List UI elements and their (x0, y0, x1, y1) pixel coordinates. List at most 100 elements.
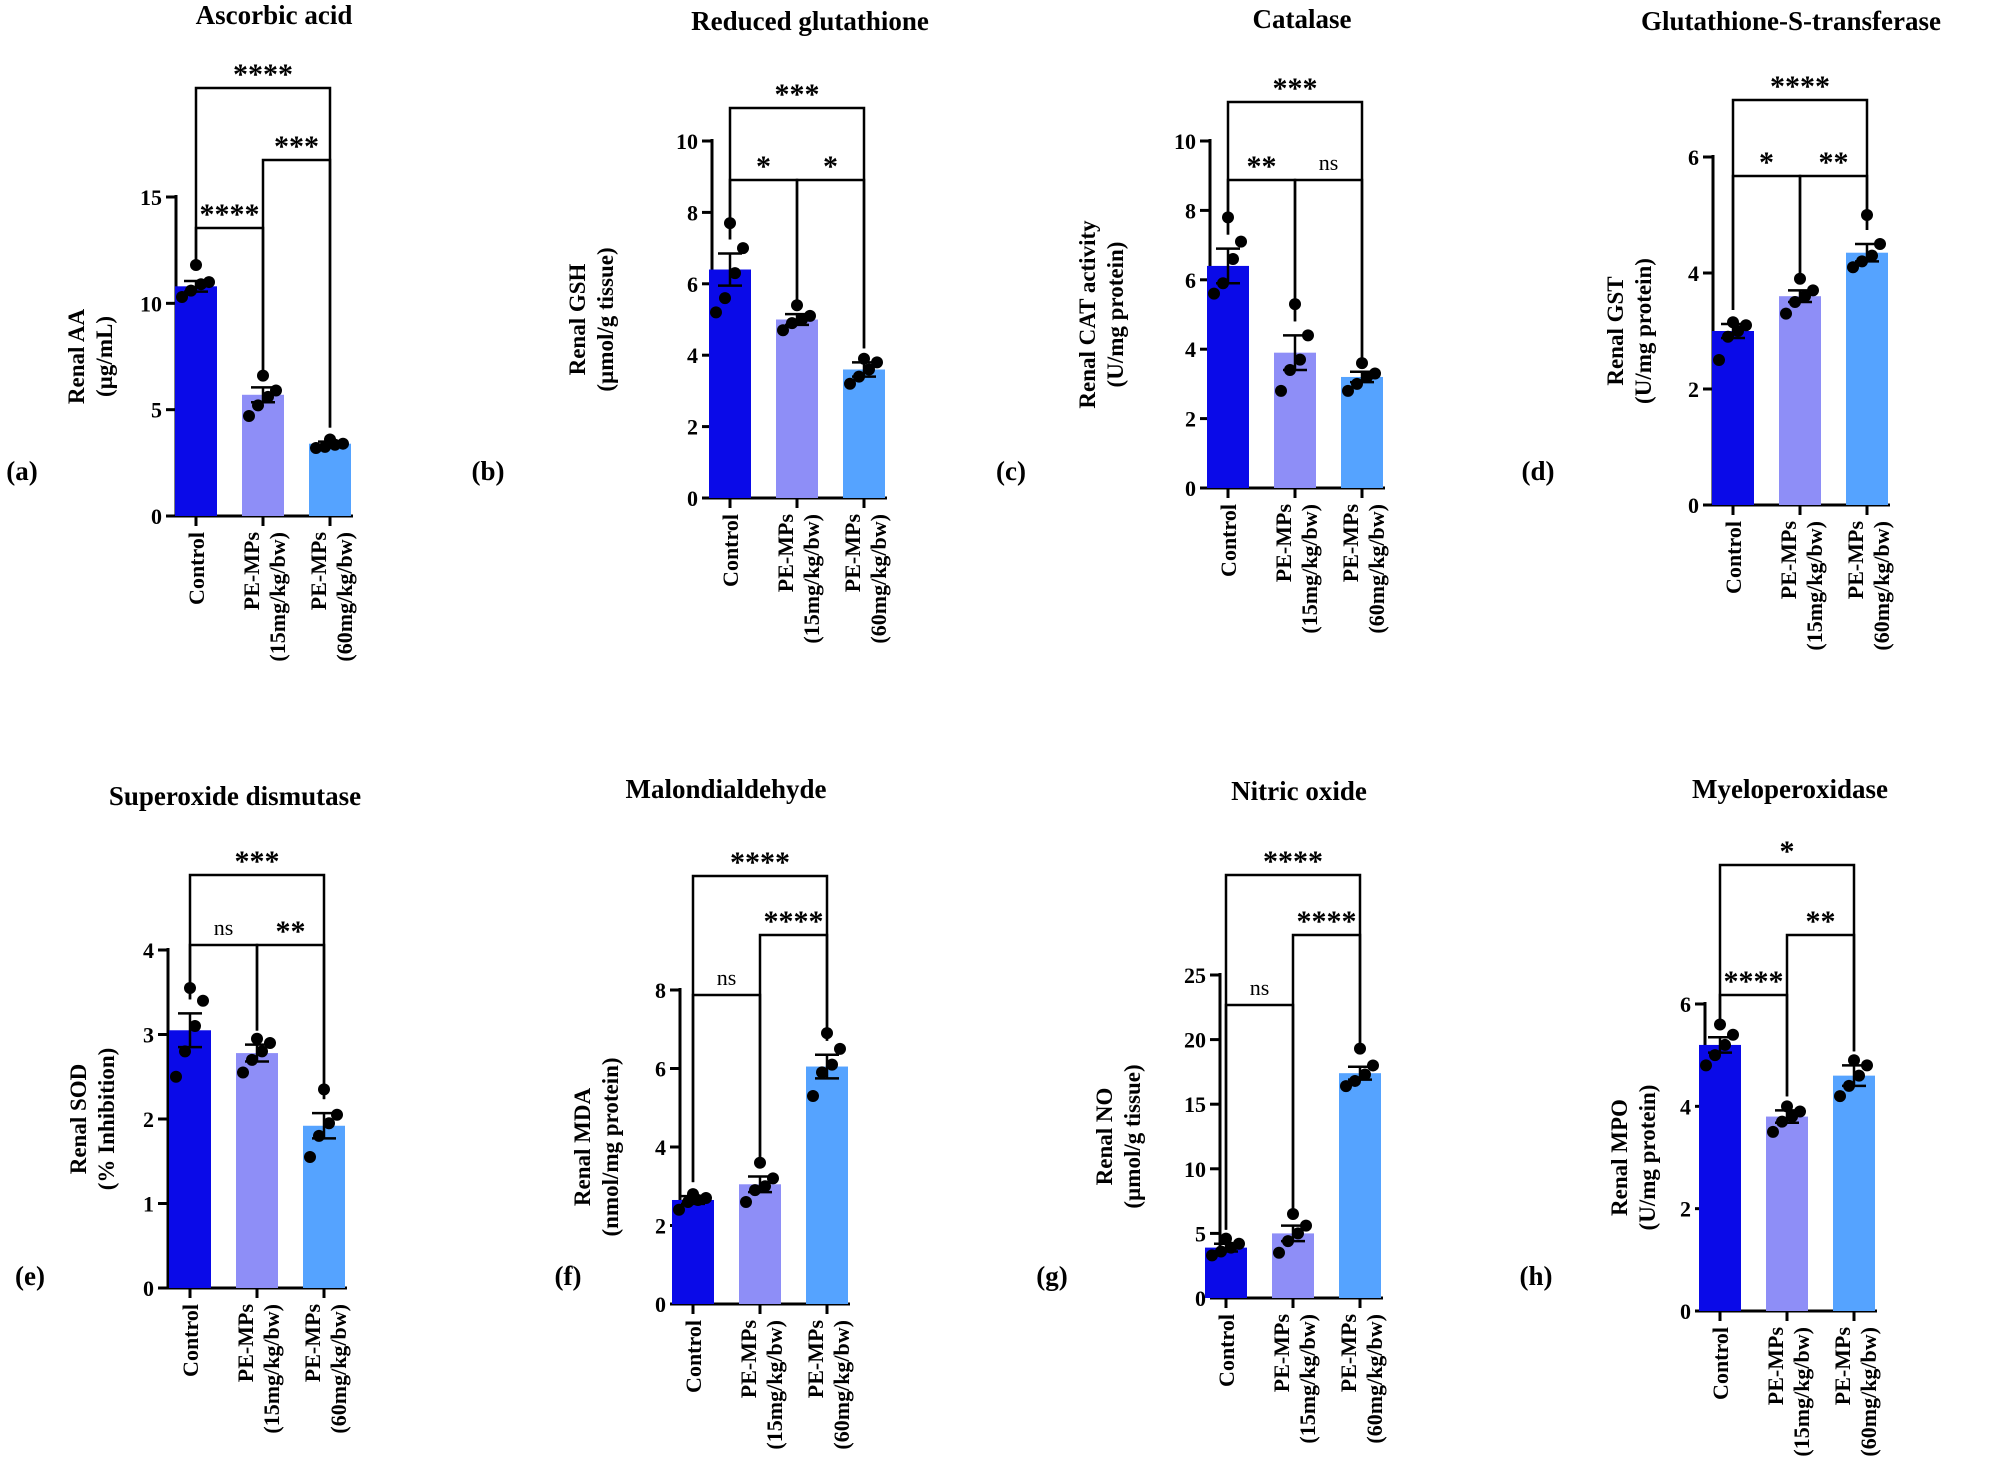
y-tick-label: 10 (140, 291, 162, 316)
y-axis-label-name: Renal SOD (66, 1064, 91, 1175)
x-tick-label-line: PE-MPs (1269, 1314, 1294, 1393)
bar (843, 369, 885, 498)
significance-bracket (1718, 993, 1789, 1097)
panel-label: (e) (15, 1261, 45, 1291)
data-point (1874, 238, 1886, 250)
bar (1339, 1073, 1381, 1298)
data-point (1287, 1208, 1299, 1221)
data-point (1220, 1232, 1232, 1245)
significance-bracket (691, 993, 762, 1183)
y-axis-label-name: Renal AA (64, 309, 89, 405)
panel-label: (h) (1520, 1261, 1553, 1291)
x-tick-label: PE-MPs(60mg/kg/bw) (840, 514, 891, 644)
data-point (203, 276, 215, 289)
data-point (1794, 1105, 1806, 1118)
significance-label: ns (1250, 975, 1270, 1000)
x-tick-label-line: PE-MPs (306, 532, 331, 611)
x-tick-label-line: Control (1214, 1314, 1239, 1387)
data-point (1713, 354, 1725, 366)
data-point (1700, 1059, 1712, 1072)
x-tick-label-line: PE-MPs (1776, 521, 1801, 600)
y-tick-label: 2 (687, 415, 698, 440)
y-axis-label-unit: (U/mg protein) (1635, 1085, 1660, 1231)
data-point (719, 292, 731, 305)
chart-title: Myeloperoxidase (1692, 774, 1888, 804)
y-axis-label: Renal GST (U/mg protein) (1603, 258, 1656, 404)
data-point (262, 390, 274, 403)
y-axis-label-unit: (µg/mL) (92, 316, 117, 397)
data-point (826, 1058, 838, 1071)
data-point (170, 1070, 182, 1083)
data-point (834, 1042, 846, 1055)
data-point (759, 1180, 771, 1193)
data-point (337, 437, 349, 450)
y-tick-label: 4 (687, 343, 698, 368)
significance-bracket (795, 178, 866, 349)
data-point (310, 441, 322, 454)
data-point (304, 1151, 316, 1164)
data-point (1235, 235, 1247, 248)
y-tick-label: 10 (1174, 129, 1196, 154)
significance-bracket (188, 943, 259, 1031)
data-point (1208, 287, 1220, 300)
y-tick-label: 2 (1185, 407, 1196, 432)
x-tick-label: PE-MPs(15mg/kg/bw) (239, 532, 290, 662)
significance-label: **** (1263, 845, 1323, 878)
x-tick-label: Control (1721, 521, 1746, 594)
significance-label: * (756, 150, 771, 183)
data-point (1847, 261, 1859, 274)
data-point (246, 1053, 258, 1066)
data-point (710, 306, 722, 319)
x-tick-label-line: (15mg/kg/bw) (1295, 1314, 1320, 1444)
data-point (1342, 384, 1354, 397)
y-tick-label: 6 (655, 1057, 666, 1082)
data-point (1767, 1125, 1779, 1138)
panel-h: Myeloperoxidase (h) Renal MPO (U/mg protein… (1520, 774, 1888, 1457)
data-point (1866, 249, 1878, 262)
x-tick-label-line: PE-MPs (233, 1304, 258, 1383)
y-tick-label: 25 (1184, 963, 1206, 988)
data-point (1807, 284, 1819, 297)
data-point (740, 1195, 752, 1208)
x-tick-label-line: Control (718, 514, 743, 587)
significance-label: ** (1819, 146, 1849, 179)
bar (303, 1125, 345, 1288)
bar (1699, 1044, 1741, 1311)
y-tick-label: 8 (1185, 198, 1196, 223)
x-tick-label-line: PE-MPs (300, 1304, 325, 1383)
data-point (252, 399, 264, 412)
x-tick-label: PE-MPs(15mg/kg/bw) (773, 514, 824, 644)
y-axis-label-unit: (µmol/g tissue) (593, 247, 618, 391)
data-point (853, 370, 865, 383)
data-point (1356, 357, 1368, 370)
data-point (1722, 330, 1734, 343)
panel-label: (g) (1036, 1261, 1067, 1291)
y-tick-label: 2 (143, 1107, 154, 1132)
data-point (863, 363, 875, 376)
y-axis-label: Renal MDA (nmol/mg protein) (570, 1057, 623, 1236)
bar (1846, 252, 1888, 505)
x-tick-label-line: Control (681, 1320, 706, 1393)
data-point (816, 1066, 828, 1079)
y-tick-label: 20 (1184, 1028, 1206, 1053)
data-point (1848, 1054, 1860, 1067)
x-tick-label: PE-MPs(60mg/kg/bw) (1338, 504, 1389, 634)
data-point (1273, 1246, 1285, 1259)
data-point (737, 242, 749, 255)
significance-label: **** (1770, 70, 1830, 103)
y-axis-label-name: Renal GSH (565, 263, 590, 375)
bar (175, 286, 217, 516)
x-tick-label: PE-MPs(15mg/kg/bw) (736, 1320, 787, 1450)
data-point (331, 1108, 343, 1121)
x-tick-label-line: PE-MPs (1763, 1327, 1788, 1406)
data-point (1727, 1028, 1739, 1041)
data-point (1300, 1219, 1312, 1232)
x-tick-label-line: (60mg/kg/bw) (332, 532, 357, 662)
data-point (1856, 255, 1868, 268)
y-tick-label: 0 (1185, 476, 1196, 501)
y-tick-label: 6 (687, 272, 698, 297)
y-tick-label: 0 (151, 504, 162, 529)
y-tick-label: 4 (1680, 1094, 1691, 1119)
significance-label: *** (274, 130, 319, 163)
x-tick-label-line: (15mg/kg/bw) (762, 1320, 787, 1450)
